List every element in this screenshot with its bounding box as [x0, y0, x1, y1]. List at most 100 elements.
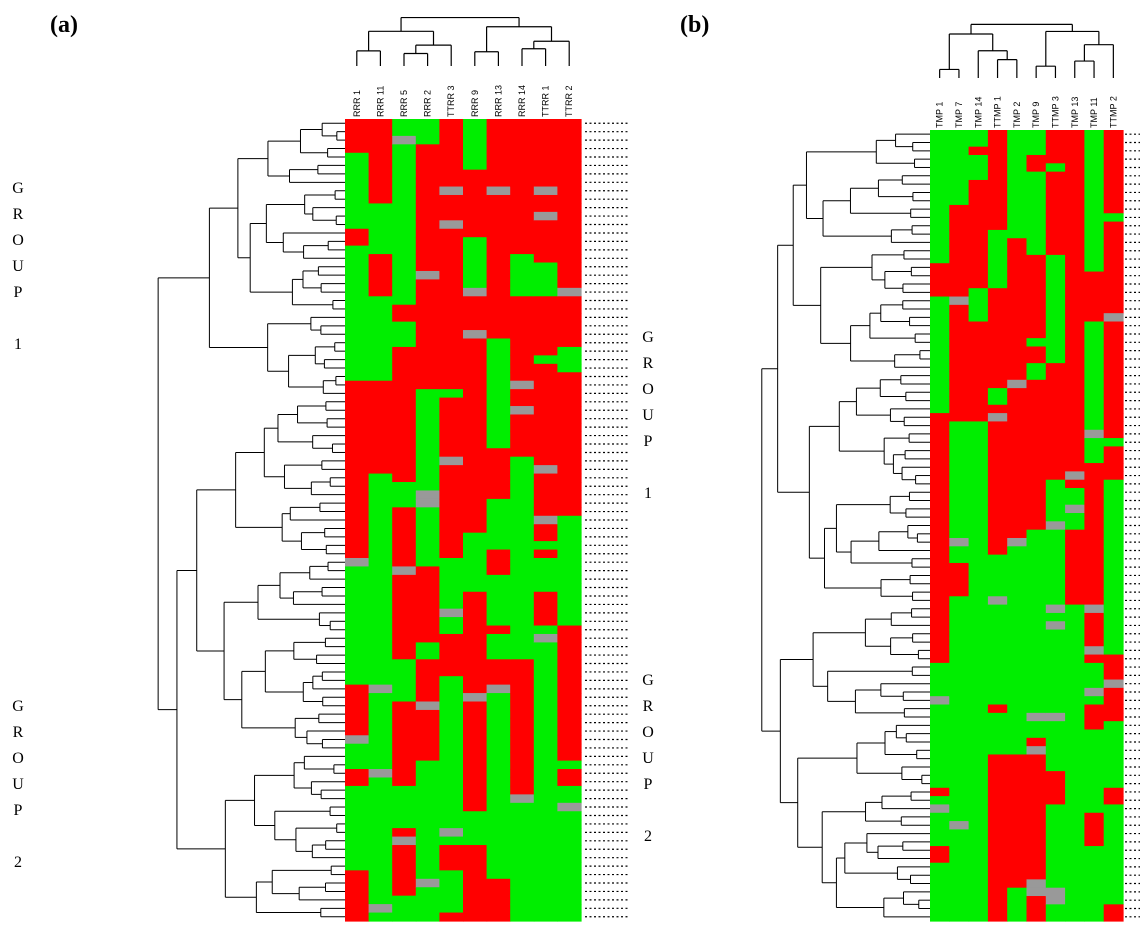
- heatmap-cell: [1103, 496, 1124, 506]
- heatmap-cell: [987, 546, 1008, 556]
- heatmap-cell: [463, 785, 488, 795]
- heatmap-cell: [463, 338, 488, 348]
- heatmap-cell: [486, 684, 511, 694]
- heatmap-cell: [345, 127, 370, 137]
- heatmap-cell: [463, 574, 488, 584]
- heatmap-cell: [930, 754, 950, 764]
- heatmap-cell: [368, 279, 393, 289]
- heatmap-cell: [415, 338, 440, 348]
- heatmap-cell: [368, 625, 393, 635]
- heatmap-cell: [1007, 562, 1028, 572]
- heatmap-cell: [1084, 204, 1105, 214]
- heatmap-cell: [949, 729, 970, 739]
- heatmap-cell: [930, 313, 950, 323]
- heatmap-cell: [1084, 571, 1105, 581]
- heatmap-cell: [557, 566, 582, 576]
- heatmap-cell: [392, 515, 417, 525]
- heatmap-cell: [533, 338, 558, 348]
- heatmap-cell: [510, 119, 535, 129]
- heatmap-cell: [1084, 288, 1105, 298]
- heatmap-cell: [1065, 363, 1085, 373]
- heatmap-cell: [557, 760, 582, 770]
- heatmap-cell: [987, 687, 1008, 697]
- heatmap-cell: [930, 904, 950, 914]
- heatmap-cell: [463, 161, 488, 171]
- heatmap-cell: [1026, 646, 1047, 656]
- heatmap-cell: [1026, 671, 1047, 681]
- heatmap-cell: [533, 127, 558, 137]
- heatmap-cell: [1065, 646, 1085, 656]
- heatmap-cell: [510, 228, 535, 238]
- heatmap-cell: [930, 896, 950, 905]
- heatmap-cell: [987, 421, 1008, 431]
- heatmap-cell: [345, 313, 370, 323]
- column-label: TMP 7: [954, 102, 964, 128]
- heatmap-cell: [1026, 371, 1047, 381]
- heatmap-cell: [1007, 438, 1028, 447]
- heatmap-cell: [486, 287, 511, 297]
- heatmap-cell: [1084, 871, 1105, 880]
- heatmap-cell: [510, 152, 535, 162]
- heatmap-cell: [345, 769, 370, 779]
- heatmap-cell: [1084, 371, 1105, 381]
- heatmap-cell: [930, 679, 950, 689]
- heatmap-cell: [1007, 521, 1028, 531]
- heatmap-cell: [345, 135, 370, 145]
- heatmap-cell: [368, 785, 393, 795]
- heatmap-cell: [1084, 379, 1105, 389]
- heatmap-cell: [463, 194, 488, 205]
- heatmap-cell: [486, 119, 511, 129]
- heatmap-cell: [1084, 904, 1105, 914]
- heatmap-cell: [439, 574, 464, 584]
- heatmap-cell: [987, 138, 1008, 148]
- heatmap-cell: [987, 204, 1008, 214]
- heatmap-cell: [1084, 271, 1105, 281]
- heatmap-cell: [1103, 138, 1124, 148]
- heatmap-cell: [1103, 862, 1124, 872]
- heatmap-cell: [510, 574, 535, 584]
- heatmap-cell: [930, 429, 950, 439]
- heatmap-cell: [415, 507, 440, 517]
- heatmap-cell: [392, 507, 417, 517]
- heatmap-cell: [1084, 138, 1105, 148]
- heatmap-cell: [987, 537, 1008, 547]
- heatmap-cell: [368, 406, 393, 416]
- heatmap-cell: [368, 127, 393, 137]
- group-letter: U: [642, 750, 654, 767]
- heatmap-cell: [533, 313, 558, 323]
- heatmap-cell: [439, 557, 464, 568]
- heatmap-cell: [1103, 313, 1124, 323]
- heatmap-cell: [486, 414, 511, 424]
- heatmap-cell: [1103, 438, 1124, 447]
- heatmap-cell: [392, 135, 417, 145]
- heatmap-cell: [415, 701, 440, 711]
- heatmap-cell: [345, 583, 370, 593]
- column-label: TTMP 2: [1108, 96, 1118, 128]
- heatmap-cell: [486, 912, 511, 922]
- heatmap-cell: [930, 196, 950, 206]
- heatmap-cell: [557, 726, 582, 736]
- heatmap-cell: [987, 779, 1008, 789]
- heatmap-cell: [1026, 471, 1047, 481]
- heatmap-cell: [1084, 154, 1105, 164]
- heatmap-cell: [1065, 837, 1085, 847]
- heatmap-cell: [368, 676, 393, 686]
- heatmap-cell: [1065, 612, 1085, 622]
- heatmap-cell: [392, 254, 417, 264]
- heatmap-cell: [345, 406, 370, 416]
- heatmap-cell: [486, 600, 511, 610]
- heatmap-cell: [510, 270, 535, 280]
- heatmap-cell: [392, 684, 417, 694]
- heatmap-cell: [1103, 463, 1124, 472]
- heatmap-cell: [345, 186, 370, 196]
- heatmap-cell: [439, 650, 464, 660]
- heatmap-cell: [510, 802, 535, 812]
- heatmap-cell: [1084, 737, 1105, 747]
- heatmap-cell: [1026, 862, 1047, 872]
- heatmap-cell: [415, 853, 440, 863]
- heatmap-cell: [949, 304, 970, 314]
- heatmap-cell: [1065, 254, 1085, 264]
- heatmap-cell: [930, 171, 950, 181]
- heatmap-cell: [345, 119, 370, 129]
- heatmap-cell: [1103, 829, 1124, 839]
